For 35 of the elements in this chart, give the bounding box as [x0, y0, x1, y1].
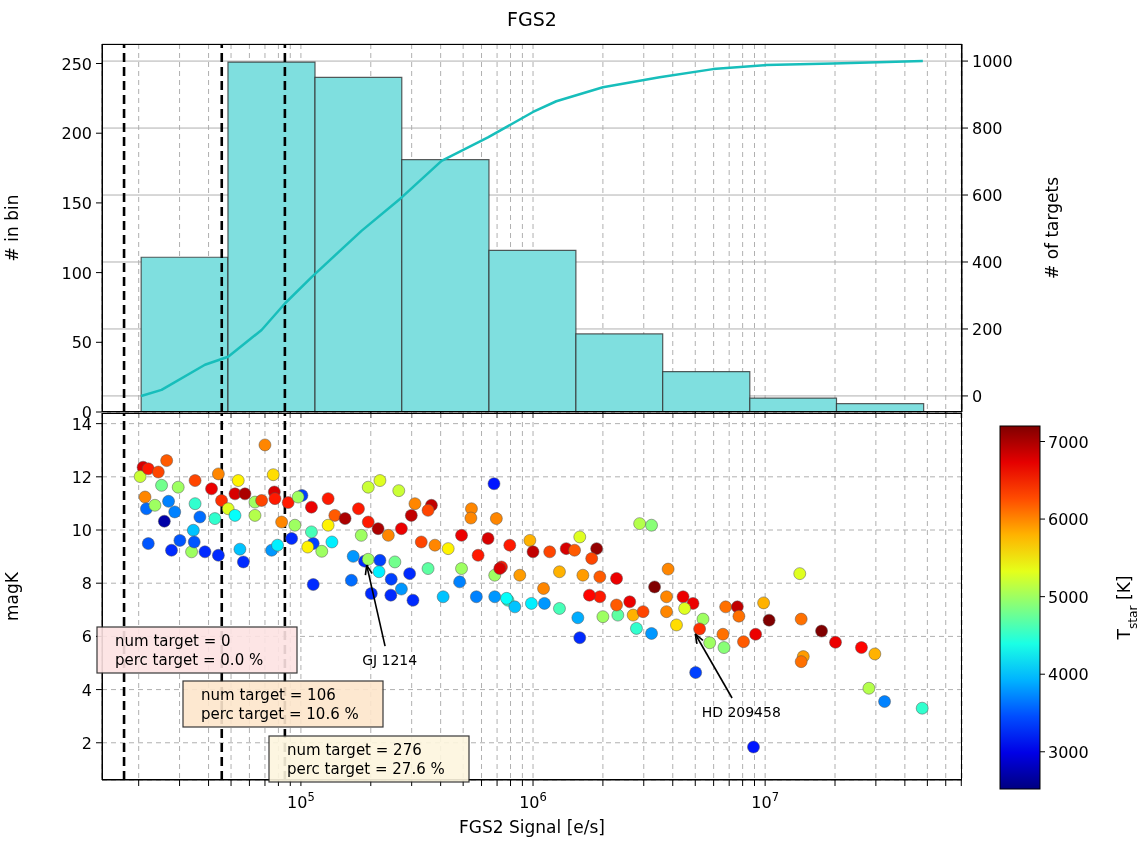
annotation: num target = 276 perc target = 27.6 % — [287, 741, 445, 778]
y2-tick-label: 600 — [972, 186, 1003, 206]
y2-axis-title: # of targets — [1042, 176, 1063, 279]
y-tick-label: 150 — [61, 193, 92, 213]
color-bar-label: 4000 — [1048, 665, 1089, 685]
y-tick-label: 100 — [61, 263, 92, 283]
color-bar-label: 5000 — [1048, 587, 1089, 607]
y-axis-title: magK — [2, 571, 23, 621]
color-bar-label: 6000 — [1048, 510, 1089, 530]
y2-tick-label: 800 — [972, 119, 1003, 139]
y-tick-label: 12 — [71, 467, 92, 487]
y-tick-label: 250 — [61, 54, 92, 74]
y-tick-label: 50 — [71, 333, 92, 353]
x-axis-title: FGS2 Signal [e/s] — [459, 817, 605, 837]
y-tick-label: 8 — [81, 574, 92, 594]
chart-title: FGS2 — [506, 8, 558, 30]
color-bar-label: 3000 — [1048, 742, 1089, 762]
x-tick-label: 10$^{7}$ — [751, 790, 779, 812]
y-tick-label: 10 — [71, 521, 92, 541]
x-tick-label: 10$^{6}$ — [519, 790, 547, 812]
annotation: GJ 1214 — [362, 652, 418, 669]
y-axis-title: # in bin — [2, 194, 23, 262]
y2-tick-label: 200 — [972, 319, 1003, 339]
annotation: HD 209458 — [701, 704, 781, 720]
color-bar-label: 7000 — [1048, 432, 1089, 452]
y-tick-label: 2 — [81, 733, 92, 753]
y-tick-label: 6 — [81, 627, 92, 647]
y2-tick-label: 1000 — [972, 52, 1013, 72]
y-tick-label: 4 — [81, 680, 92, 700]
annotation: num target = 106 perc target = 10.6 % — [201, 686, 359, 723]
y-tick-label: 200 — [61, 124, 92, 144]
y2-tick-label: 400 — [972, 252, 1003, 272]
x-tick-label: 10$^{5}$ — [287, 790, 315, 812]
y2-tick-label: 0 — [972, 386, 983, 406]
annotation: num target = 0 perc target = 0.0 % — [115, 632, 264, 669]
